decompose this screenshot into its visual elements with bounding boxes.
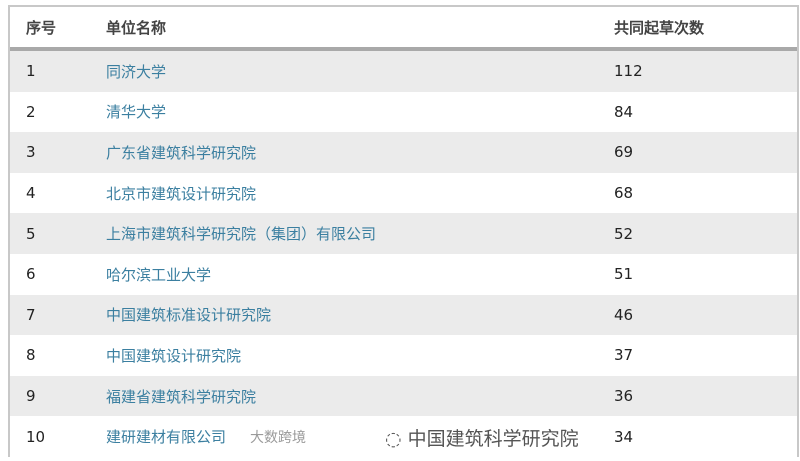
row-index: 2 [26, 102, 36, 121]
ranking-table: 序号 单位名称 共同起草次数 1 同济大学 112 2 清华大学 84 3 广东省建筑科学研究… [8, 5, 799, 457]
row-unit-name[interactable]: 哈尔滨工业大学 [106, 265, 212, 284]
row-index: 4 [26, 184, 36, 203]
row-unit-name[interactable]: 广东省建筑科学研究院 [106, 143, 257, 162]
row-index: 8 [26, 346, 36, 365]
row-index: 3 [26, 143, 36, 162]
row-count: 34 [614, 427, 634, 446]
row-count: 84 [614, 102, 634, 121]
row-count: 36 [614, 387, 634, 406]
row-index: 1 [26, 62, 36, 81]
row-count: 51 [614, 265, 634, 284]
table-row: 2 清华大学 84 [10, 92, 797, 133]
table-row: 7 中国建筑标准设计研究院 46 [10, 294, 797, 336]
row-index: 10 [26, 427, 46, 446]
table-body: 1 同济大学 112 2 清华大学 84 3 广东省建筑科学研究院 69 4 北京市建筑设计研究院 6… [10, 51, 797, 457]
table-row: 9 福建省建筑科学研究院 36 [10, 375, 797, 417]
table-row: 1 同济大学 112 [10, 51, 797, 92]
row-count: 37 [614, 346, 634, 365]
row-index: 9 [26, 387, 36, 406]
table-row: 3 广东省建筑科学研究院 69 [10, 132, 797, 173]
row-count: 112 [614, 62, 643, 81]
table-row: 5 上海市建筑科学研究院（集团）有限公司 52 [10, 213, 797, 254]
header-index: 序号 [26, 18, 57, 37]
table-row: 4 北京市建筑设计研究院 68 [10, 173, 797, 214]
table-header: 序号 单位名称 共同起草次数 [10, 7, 797, 51]
table-row: 10 建研建材有限公司 34 [10, 416, 797, 457]
row-index: 6 [26, 265, 36, 284]
table-row: 8 中国建筑设计研究院 37 [10, 335, 797, 376]
row-count: 69 [614, 143, 634, 162]
row-count: 68 [614, 184, 634, 203]
row-count: 52 [614, 224, 634, 243]
row-unit-name[interactable]: 同济大学 [106, 62, 167, 81]
row-index: 5 [26, 224, 36, 243]
row-unit-name[interactable]: 中国建筑设计研究院 [106, 346, 242, 365]
header-count: 共同起草次数 [614, 18, 705, 37]
row-unit-name[interactable]: 福建省建筑科学研究院 [106, 387, 257, 406]
row-unit-name[interactable]: 中国建筑标准设计研究院 [106, 306, 272, 325]
row-unit-name[interactable]: 建研建材有限公司 [106, 428, 227, 447]
table-row: 6 哈尔滨工业大学 51 [10, 254, 797, 295]
row-count: 46 [614, 305, 634, 324]
row-unit-name[interactable]: 北京市建筑设计研究院 [106, 184, 257, 203]
header-unit-name: 单位名称 [106, 18, 167, 37]
row-index: 7 [26, 305, 36, 324]
row-unit-name[interactable]: 清华大学 [106, 103, 167, 122]
row-unit-name[interactable]: 上海市建筑科学研究院（集团）有限公司 [106, 225, 377, 244]
